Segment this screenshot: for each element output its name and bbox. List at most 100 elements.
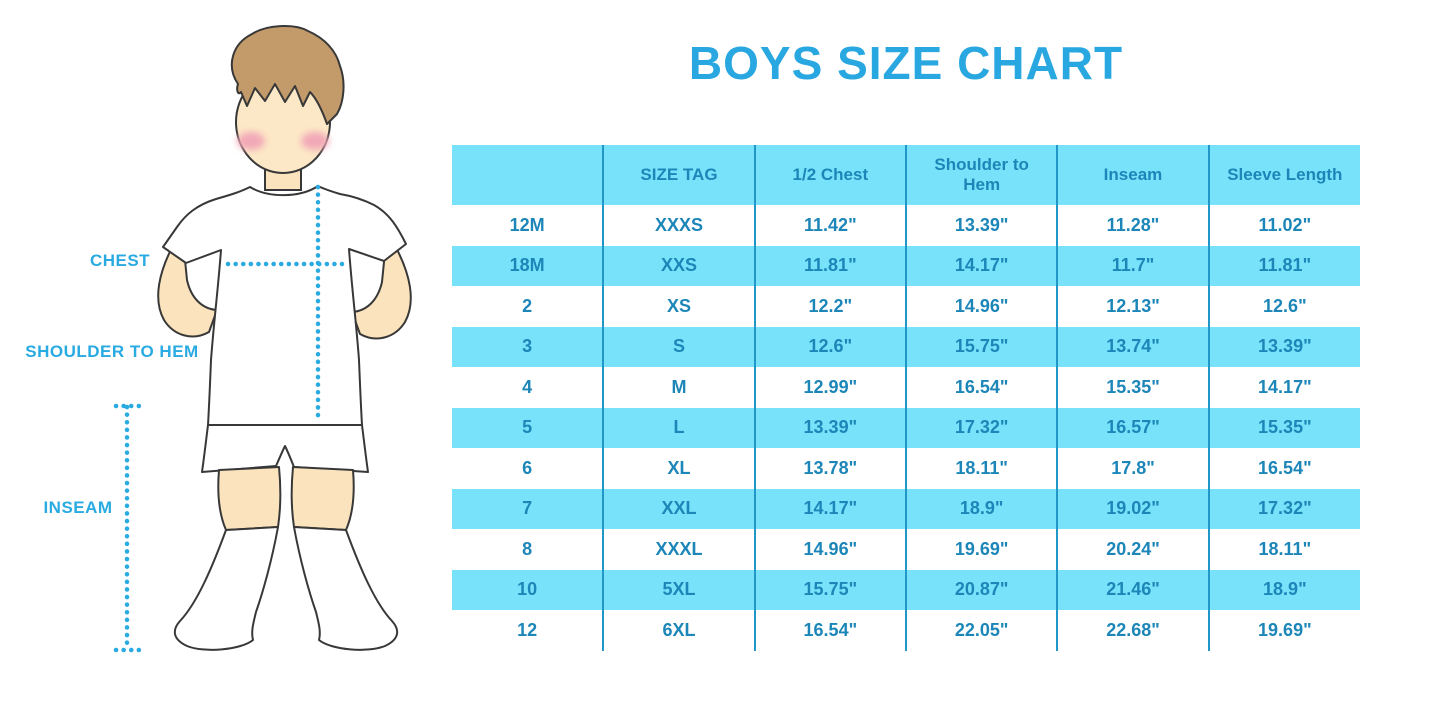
table-row: 8 XXXL 14.96" 19.69" 20.24" 18.11": [452, 529, 1360, 570]
table-row: 2 XS 12.2" 14.96" 12.13" 12.6": [452, 286, 1360, 327]
table-cell: 11.7": [1057, 245, 1210, 286]
table-cell: 7: [452, 488, 605, 529]
table-cell: 8: [452, 529, 605, 570]
table-row: 12M XXXS 11.42" 13.39" 11.28" 11.02": [452, 205, 1360, 246]
table-cell: XL: [603, 448, 756, 489]
header-row: SIZE TAG 1/2 Chest Shoulder to Hem Inseam Sl…: [452, 145, 1360, 205]
table-cell: 18M: [452, 245, 605, 286]
inseam-label: INSEAM: [43, 498, 113, 517]
table-row: 18M XXS 11.81" 14.17" 11.7" 11.81": [452, 245, 1360, 286]
table-cell: 18.11": [905, 448, 1059, 489]
table-cell: 12.6": [1208, 286, 1360, 327]
table-cell: 19.02": [1057, 488, 1210, 529]
table-cell: 11.02": [1208, 205, 1360, 246]
table-cell: 17.8": [1057, 448, 1210, 489]
table-cell: 20.24": [1057, 529, 1210, 570]
table-cell: 17.32": [1208, 488, 1360, 529]
column-header: Sleeve Length: [1208, 145, 1360, 205]
table-cell: 11.81": [1208, 245, 1360, 286]
table-cell: 13.39": [1208, 326, 1360, 367]
column-header: Inseam: [1057, 145, 1210, 205]
table-cell: XXS: [603, 245, 756, 286]
table-row: 3 S 12.6" 15.75" 13.74" 13.39": [452, 326, 1360, 367]
table-cell: S: [603, 326, 756, 367]
page-title: BOYS SIZE CHART: [688, 37, 1124, 89]
table-cell: 15.35": [1057, 367, 1210, 408]
table-cell: 19.69": [905, 529, 1059, 570]
table-cell: XXXL: [603, 529, 756, 570]
table-cell: 17.32": [905, 407, 1059, 448]
boy-legs: [217, 466, 355, 531]
boy-cheek-left: [237, 132, 265, 150]
table-cell: 14.96": [754, 529, 907, 570]
table-row: 10 5XL 15.75" 20.87" 21.46" 18.9": [452, 569, 1360, 610]
boy-shorts: [201, 424, 369, 473]
column-header: SIZE TAG: [603, 145, 756, 205]
table-row: 5 L 13.39" 17.32" 16.57" 15.35": [452, 407, 1360, 448]
table-cell: 12.99": [754, 367, 907, 408]
table-cell: 15.35": [1208, 407, 1360, 448]
table-cell: 12.6": [754, 326, 907, 367]
table-row: 4 M 12.99" 16.54" 15.35" 14.17": [452, 367, 1360, 408]
table-cell: 11.81": [754, 245, 907, 286]
table-cell: 5: [452, 407, 605, 448]
table-cell: 12.2": [754, 286, 907, 327]
table-cell: 18.9": [1208, 569, 1360, 610]
table-cell: 14.17": [754, 488, 907, 529]
table-cell: 13.78": [754, 448, 907, 489]
table-cell: 16.54": [1208, 448, 1360, 489]
table-row: 7 XXL 14.17" 18.9" 19.02" 17.32": [452, 488, 1360, 529]
table-cell: 14.17": [1208, 367, 1360, 408]
table-cell: 16.54": [905, 367, 1059, 408]
table-cell: 13.39": [905, 205, 1059, 246]
table-cell: 16.57": [1057, 407, 1210, 448]
size-table: SIZE TAG 1/2 Chest Shoulder to Hem Inseam Sl…: [452, 145, 1360, 651]
table-cell: 6: [452, 448, 605, 489]
table-cell: 6XL: [603, 610, 756, 651]
table-row: 12 6XL 16.54" 22.05" 22.68" 19.69": [452, 610, 1360, 651]
table-cell: 4: [452, 367, 605, 408]
table-cell: 10: [452, 569, 605, 610]
measurement-lines: [113, 184, 345, 653]
table-cell: 20.87": [905, 569, 1059, 610]
table-cell: 15.75": [905, 326, 1059, 367]
table-cell: 18.9": [905, 488, 1059, 529]
table-cell: 15.75": [754, 569, 907, 610]
table-cell: 18.11": [1208, 529, 1360, 570]
boy-shirt: [162, 185, 407, 426]
column-header: 1/2 Chest: [754, 145, 907, 205]
table-cell: M: [603, 367, 756, 408]
table-cell: 2: [452, 286, 605, 327]
table-cell: 14.17": [905, 245, 1059, 286]
table-cell: XS: [603, 286, 756, 327]
boy-hair: [230, 25, 345, 125]
table-cell: 12: [452, 610, 605, 651]
boy-socks: [173, 526, 399, 651]
table-cell: 12.13": [1057, 286, 1210, 327]
column-header: [452, 145, 605, 205]
table-cell: 14.96": [905, 286, 1059, 327]
table-cell: 22.68": [1057, 610, 1210, 651]
table-cell: 11.28": [1057, 205, 1210, 246]
table-cell: 22.05": [905, 610, 1059, 651]
chest-label: CHEST: [89, 251, 151, 270]
table-cell: 5XL: [603, 569, 756, 610]
boy-illustration: [113, 25, 412, 653]
table-cell: XXXS: [603, 205, 756, 246]
table-cell: 21.46": [1057, 569, 1210, 610]
table-cell: 13.39": [754, 407, 907, 448]
shoulder-to-hem-label: SHOULDER TO HEM: [25, 342, 199, 361]
table-cell: XXL: [603, 488, 756, 529]
table-cell: 19.69": [1208, 610, 1360, 651]
column-header: Shoulder to Hem: [905, 145, 1059, 205]
boy-arms: [157, 239, 412, 340]
table-cell: 11.42": [754, 205, 907, 246]
table-cell: 16.54": [754, 610, 907, 651]
table-row: 6 XL 13.78" 18.11" 17.8" 16.54": [452, 448, 1360, 489]
table-cell: 3: [452, 326, 605, 367]
boy-cheek-right: [301, 132, 329, 150]
table-cell: 13.74": [1057, 326, 1210, 367]
table-cell: L: [603, 407, 756, 448]
table-cell: 12M: [452, 205, 605, 246]
